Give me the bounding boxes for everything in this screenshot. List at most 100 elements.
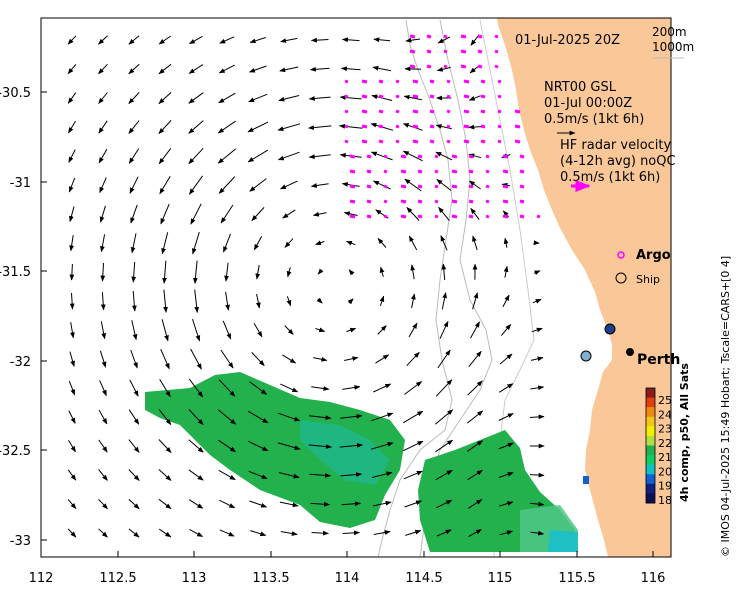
current-vector xyxy=(438,206,450,222)
current-vector xyxy=(69,206,75,223)
current-vector xyxy=(310,37,329,43)
colorbar-tick-label: 22 xyxy=(658,437,672,450)
radar-vector xyxy=(412,109,419,114)
model-title: NRT00 GSL xyxy=(544,80,617,95)
current-vector xyxy=(278,412,301,422)
radar-vector xyxy=(446,109,451,114)
current-vector xyxy=(316,297,323,304)
radar-vector xyxy=(383,199,388,204)
current-vector xyxy=(341,37,360,43)
current-vector xyxy=(218,379,236,397)
current-vector xyxy=(68,149,76,163)
radar-vector xyxy=(451,199,458,204)
radar-vector xyxy=(485,214,490,219)
radar-vector xyxy=(344,109,349,114)
current-vector xyxy=(255,264,261,280)
radar-vector xyxy=(366,154,372,159)
current-vector xyxy=(437,36,451,44)
radar-vector xyxy=(412,79,419,84)
radar-vector xyxy=(395,79,400,84)
current-vector xyxy=(404,500,422,508)
current-vector xyxy=(188,499,204,509)
radar-vector xyxy=(417,184,423,189)
current-vector xyxy=(188,120,204,134)
radar-vector xyxy=(378,124,384,129)
current-vector xyxy=(498,472,514,478)
current-vector xyxy=(188,378,204,398)
current-vector xyxy=(191,231,200,255)
current-vector xyxy=(339,95,362,100)
radar-vector xyxy=(344,139,349,144)
current-vector xyxy=(158,469,172,481)
perth-label: Perth xyxy=(637,352,680,368)
radar-vector xyxy=(366,169,372,174)
current-vector xyxy=(248,470,268,480)
current-vector xyxy=(404,178,422,192)
current-vector xyxy=(439,320,449,339)
current-vector xyxy=(128,498,140,510)
radar-vector xyxy=(468,184,474,189)
x-tick-label: 113 xyxy=(182,571,207,586)
current-vector xyxy=(309,66,330,72)
current-vector xyxy=(499,530,513,536)
current-vector xyxy=(98,498,108,510)
current-vector xyxy=(467,499,483,509)
current-vector xyxy=(99,177,107,194)
current-vector xyxy=(218,92,236,104)
radar-vector xyxy=(446,79,451,84)
current-vector xyxy=(498,383,514,393)
current-vector xyxy=(372,65,392,72)
radar-vector xyxy=(451,214,458,219)
current-vector xyxy=(68,410,76,424)
y-tick-label: -32.5 xyxy=(0,444,31,459)
radar-vector xyxy=(400,169,407,174)
current-vector xyxy=(402,150,423,162)
current-vector xyxy=(405,37,421,43)
current-vector xyxy=(158,120,172,135)
radar-vector xyxy=(446,94,451,99)
current-vector xyxy=(158,35,172,45)
current-vector xyxy=(530,356,544,362)
radar-vector xyxy=(463,109,470,114)
date-label: 01-Jul-2025 20Z xyxy=(515,33,620,48)
radar-vector xyxy=(463,79,470,84)
current-vector xyxy=(100,321,107,340)
current-vector xyxy=(339,123,363,129)
current-vector xyxy=(472,292,479,310)
current-vector xyxy=(188,439,204,453)
radar-vector xyxy=(349,199,356,204)
current-vector xyxy=(217,120,236,134)
current-vector xyxy=(249,381,268,395)
current-vector xyxy=(315,240,325,246)
ship-position-marker xyxy=(604,323,616,335)
current-vector xyxy=(436,66,451,72)
radar-vector xyxy=(434,214,439,219)
radar-vector xyxy=(429,124,435,129)
radar-vector xyxy=(409,64,416,69)
current-vector xyxy=(346,327,357,333)
current-vector xyxy=(99,350,107,368)
current-vector xyxy=(67,63,77,75)
model-time: 01-Jul 00:00Z xyxy=(544,96,632,111)
radar-vector xyxy=(434,169,439,174)
y-tick-label: -33 xyxy=(10,534,31,549)
current-vector xyxy=(224,262,229,282)
current-vector xyxy=(278,472,300,479)
current-vector xyxy=(377,325,387,335)
isobath-200m xyxy=(377,19,453,558)
radar-vector xyxy=(514,109,521,114)
current-vector xyxy=(498,413,514,421)
radar-vector xyxy=(485,154,490,159)
radar-vector xyxy=(400,154,407,159)
x-tick-label: 112.5 xyxy=(99,571,136,586)
rottnest-island-marker xyxy=(580,350,592,362)
current-vector xyxy=(279,180,298,190)
current-vector xyxy=(67,528,77,538)
current-vector xyxy=(340,472,363,477)
current-vector xyxy=(312,211,327,217)
current-vector xyxy=(67,499,77,510)
current-vector xyxy=(130,233,137,254)
radar-vector xyxy=(378,109,384,114)
radar-vector xyxy=(480,139,486,144)
current-vector xyxy=(98,409,108,425)
